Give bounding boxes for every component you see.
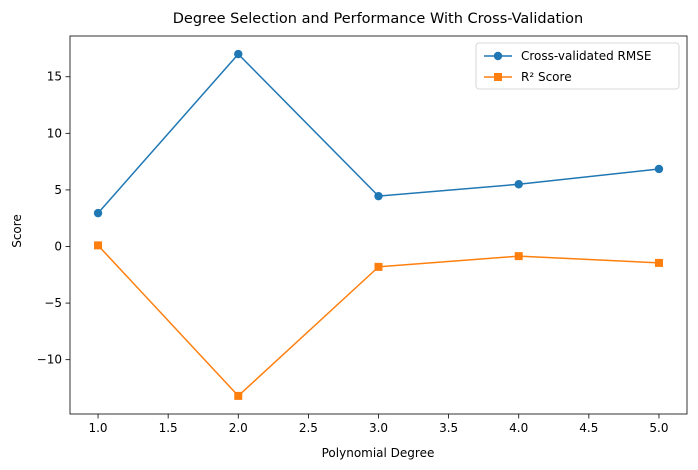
legend-label: Cross-validated RMSE xyxy=(521,49,651,63)
y-tick-label: 0 xyxy=(54,240,62,254)
plot-area: 1.0 1.5 2.0 2.5 3.0 3.5 4.0 4.5 5.0 −10 −5 0 5 10 15 xyxy=(37,35,688,435)
x-axis-label: Polynomial Degree xyxy=(322,446,435,460)
x-tick-label: 3.0 xyxy=(369,421,388,435)
data-point xyxy=(654,258,663,267)
legend-box xyxy=(475,42,680,90)
legend-marker xyxy=(493,51,503,61)
y-tick-label: 10 xyxy=(47,126,62,140)
x-tick-label: 1.5 xyxy=(159,421,178,435)
data-point xyxy=(514,180,523,189)
data-point xyxy=(234,391,243,400)
data-point xyxy=(234,49,243,59)
y-tick-label: 15 xyxy=(47,70,62,84)
x-tick-label: 5.0 xyxy=(649,421,668,435)
x-tick-label: 4.5 xyxy=(579,421,598,435)
x-tick-label: 4.0 xyxy=(509,421,528,435)
legend-marker xyxy=(494,73,502,81)
plot-frame xyxy=(69,35,688,415)
data-point xyxy=(94,241,103,250)
data-point xyxy=(374,191,383,201)
data-point xyxy=(514,252,523,261)
data-point xyxy=(654,164,664,174)
series-cross-validated-rmse xyxy=(93,49,664,218)
y-tick-label: −5 xyxy=(44,296,62,310)
x-tick-label: 3.5 xyxy=(439,421,458,435)
legend: Cross-validated RMSE R² Score xyxy=(475,42,680,90)
data-point xyxy=(374,262,383,271)
series-r2-score xyxy=(94,241,663,400)
x-tick-label: 1.0 xyxy=(88,421,107,435)
y-tick-label: 5 xyxy=(54,183,62,197)
y-tick-label: −10 xyxy=(37,353,62,367)
data-point xyxy=(93,208,103,218)
x-tick-label: 2.0 xyxy=(229,421,248,435)
x-tick-label: 2.5 xyxy=(299,421,318,435)
legend-label: R² Score xyxy=(521,70,572,84)
y-axis-label: Score xyxy=(10,214,24,248)
chart-title: Degree Selection and Performance With Cr… xyxy=(173,11,583,27)
